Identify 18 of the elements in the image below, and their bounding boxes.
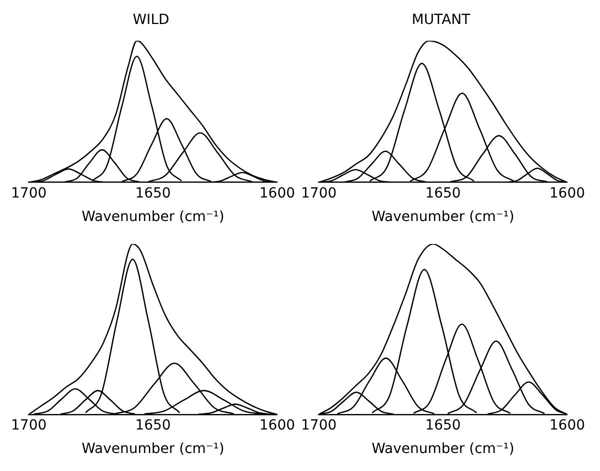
x-axis-title: Wavenumber (cm⁻¹) — [372, 441, 514, 458]
x-tick-label: 1600 — [549, 417, 586, 434]
x-axis-title: Wavenumber (cm⁻¹) — [82, 209, 224, 226]
x-tick-label: 1600 — [259, 417, 296, 434]
x-tick-label: 1650 — [135, 417, 171, 434]
chart-title: WILD — [132, 12, 170, 28]
x-axis-title: Wavenumber (cm⁻¹) — [82, 441, 224, 458]
x-tick-label: 1700 — [10, 417, 47, 434]
x-tick-label: 1700 — [300, 417, 337, 434]
chart-title: MUTANT — [412, 12, 471, 28]
x-tick-label: 1650 — [135, 185, 171, 202]
x-tick-label: 1700 — [10, 185, 47, 202]
x-tick-label: 1600 — [259, 185, 296, 202]
x-tick-label: 1700 — [300, 185, 337, 202]
x-tick-label: 1600 — [549, 185, 586, 202]
x-tick-label: 1650 — [425, 417, 461, 434]
x-axis-title: Wavenumber (cm⁻¹) — [372, 209, 514, 226]
x-tick-label: 1650 — [425, 185, 461, 202]
